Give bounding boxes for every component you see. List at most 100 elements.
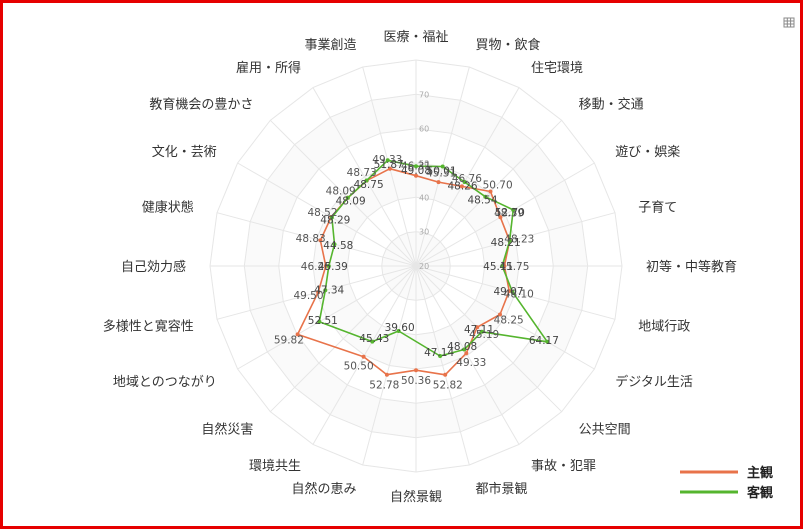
data-point[interactable] — [370, 339, 375, 344]
data-label: 52.82 — [433, 380, 463, 392]
data-label: 47.14 — [424, 347, 454, 359]
ring-tick-label: 60 — [419, 125, 429, 134]
data-label: 50.70 — [483, 179, 513, 191]
axis-label: デジタル生活 — [615, 374, 693, 390]
axis-label: 子育て — [638, 200, 677, 216]
data-label: 46.26 — [301, 261, 331, 273]
axis-label: 都市景観 — [476, 481, 528, 497]
data-point[interactable] — [507, 289, 512, 293]
axis-label: 教育機会の豊かさ — [149, 96, 253, 112]
data-label: 48.26 — [447, 180, 477, 192]
data-label: 46.31 — [401, 161, 431, 173]
data-label: 48.75 — [354, 179, 384, 191]
data-point[interactable] — [414, 164, 418, 169]
data-point[interactable] — [436, 180, 441, 185]
grid-spoke — [415, 212, 616, 267]
grid-spoke — [237, 162, 417, 267]
data-point[interactable] — [332, 242, 337, 247]
data-point[interactable] — [329, 215, 334, 220]
data-point[interactable] — [323, 264, 328, 268]
data-point[interactable] — [511, 207, 516, 212]
grid-spoke — [415, 162, 595, 267]
data-label: 49.50 — [293, 290, 323, 302]
data-point[interactable] — [510, 289, 515, 294]
data-point[interactable] — [323, 288, 328, 293]
data-label: 49.33 — [456, 357, 486, 369]
data-label: 45.11 — [483, 261, 513, 273]
data-point[interactable] — [462, 180, 467, 184]
grid-spoke — [415, 119, 563, 267]
data-point[interactable] — [414, 173, 418, 178]
data-point[interactable] — [500, 264, 505, 268]
data-point[interactable] — [464, 351, 469, 356]
data-label: 48.09 — [326, 186, 356, 198]
data-label: 45.19 — [469, 329, 499, 341]
data-point[interactable] — [326, 264, 331, 268]
data-point[interactable] — [479, 329, 484, 334]
data-label: 50.50 — [344, 360, 374, 372]
data-point[interactable] — [318, 238, 323, 243]
data-point[interactable] — [475, 325, 480, 330]
axis-label: 住宅環境 — [531, 61, 583, 76]
grid-spoke — [415, 265, 563, 413]
data-point[interactable] — [364, 178, 369, 183]
data-label: 47.34 — [314, 284, 344, 296]
data-point[interactable] — [317, 319, 322, 324]
axis-label: 遊び・娯楽 — [615, 144, 680, 160]
axis-label: 移動・交通 — [579, 96, 644, 112]
legend-label[interactable]: 客観 — [747, 485, 773, 501]
grid-spoke — [415, 265, 595, 370]
data-point[interactable] — [443, 372, 448, 377]
data-label: 48.08 — [447, 341, 477, 353]
data-point[interactable] — [384, 372, 389, 377]
data-point[interactable] — [385, 158, 390, 163]
grid-spoke — [362, 66, 417, 267]
axis-label: 事業創造 — [304, 37, 356, 53]
data-point[interactable] — [488, 189, 493, 194]
ring-tick-label: 20 — [419, 262, 429, 271]
grid-spoke — [269, 265, 417, 413]
grid-spoke — [312, 87, 417, 267]
data-label: 48.52 — [307, 207, 337, 219]
data-point[interactable] — [316, 290, 321, 295]
data-point[interactable] — [498, 215, 503, 220]
data-point[interactable] — [414, 368, 418, 373]
data-point[interactable] — [396, 329, 401, 333]
data-point[interactable] — [295, 332, 300, 337]
data-point[interactable] — [545, 339, 550, 344]
axis-label: 自然災害 — [201, 422, 253, 438]
grid-spoke — [415, 265, 616, 320]
data-label: 45.75 — [499, 261, 529, 273]
legend-label[interactable]: 主観 — [747, 465, 773, 481]
data-label: 52.51 — [308, 315, 338, 327]
data-label: 46.76 — [452, 173, 482, 185]
grid-spoke — [362, 265, 417, 466]
data-point[interactable] — [361, 354, 366, 359]
axis-label: 多様性と寛容性 — [103, 319, 194, 335]
grid-spoke — [216, 212, 417, 267]
data-point[interactable] — [507, 238, 512, 243]
data-point[interactable] — [462, 347, 467, 352]
ring-tick-labels: 20 30 40 50 60 70 — [419, 90, 429, 271]
data-point[interactable] — [387, 166, 392, 171]
data-point[interactable] — [440, 164, 445, 169]
ring-tick-label: 30 — [419, 228, 429, 237]
axis-label: 地域行政 — [638, 320, 690, 335]
ring-tick-label: 70 — [419, 90, 429, 99]
data-point[interactable] — [345, 195, 350, 200]
axis-label: 環境共生 — [249, 459, 301, 474]
grid-spoke — [269, 119, 417, 267]
data-point[interactable] — [498, 312, 502, 317]
data-label: 45.39 — [318, 261, 348, 273]
data-label: 48.10 — [504, 289, 534, 301]
data-point[interactable] — [483, 194, 488, 199]
table-icon[interactable] — [783, 17, 795, 28]
grid-spoke — [415, 87, 520, 267]
data-point[interactable] — [438, 354, 443, 358]
grid-spoke — [237, 265, 417, 370]
data-label: 49.08 — [401, 165, 431, 177]
data-point[interactable] — [459, 184, 464, 189]
